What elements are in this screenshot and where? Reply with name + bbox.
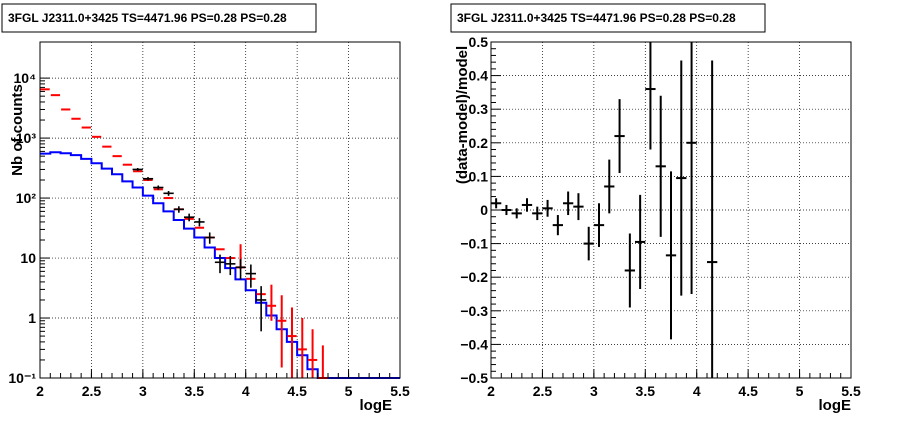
right-x-tick-label: 5.5 <box>841 383 861 399</box>
right-chart-title: 3FGL J2311.0+3425 TS=4471.96 PS=0.28 PS=… <box>457 11 736 25</box>
left-x-tick-label: 4 <box>242 383 250 399</box>
right-y-tick-label: 0.3 <box>469 101 489 117</box>
left-x-axis-label: logE <box>360 397 393 414</box>
right-y-tick-label: 0.4 <box>469 68 489 84</box>
left-y-tick-label: 1 <box>28 310 36 326</box>
right-panel: 3FGL J2311.0+3425 TS=4471.96 PS=0.28 PS=… <box>450 3 861 414</box>
left-x-tick-label: 5.5 <box>390 383 410 399</box>
left-blue-step-line <box>40 151 400 379</box>
right-x-tick-label: 5 <box>796 383 804 399</box>
right-y-tick-label: −0.3 <box>460 303 488 319</box>
left-grid <box>40 42 400 378</box>
right-x-tick-label: 3 <box>590 383 598 399</box>
left-plot-frame <box>39 41 401 379</box>
left-blue-series <box>40 151 400 379</box>
right-y-tick-label: −0.5 <box>460 370 488 386</box>
right-x-tick-label: 4 <box>693 383 701 399</box>
left-x-tick-label: 3 <box>139 383 147 399</box>
left-y-tick-label: 10³ <box>16 130 37 146</box>
left-y-tick-label: 10⁻¹ <box>8 370 36 386</box>
left-y-tick-label: 10² <box>16 190 37 206</box>
left-y-axis-label: Nb of counts <box>9 84 26 176</box>
right-y-tick-label: 0.1 <box>469 168 489 184</box>
right-y-axis-label: (data-model)/model <box>454 46 471 184</box>
right-y-tick-label: 0.2 <box>469 135 489 151</box>
right-axes: 2 2.5 3 3.5 4 4.5 5 5.5 −0.5 −0.4 −0.3 −0.2 −0.1 0 0.1… <box>460 34 861 399</box>
left-title-box <box>1 3 317 33</box>
left-x-tick-label: 3.5 <box>185 383 205 399</box>
right-title-box <box>450 3 766 33</box>
right-x-tick-label: 3.5 <box>636 383 656 399</box>
left-x-tick-label: 4.5 <box>287 383 307 399</box>
right-residual-series <box>491 42 718 378</box>
left-red-series <box>40 88 328 379</box>
left-data-series <box>132 168 267 332</box>
left-y-tick-label: 10 <box>20 250 36 266</box>
left-chart-title: 3FGL J2311.0+3425 TS=4471.96 PS=0.28 PS=… <box>8 11 287 25</box>
right-x-tick-label: 2 <box>487 383 495 399</box>
right-y-tick-label: −0.2 <box>460 269 488 285</box>
right-y-tick-label: 0 <box>480 202 488 218</box>
right-y-tick-label: −0.1 <box>460 236 488 252</box>
left-y-tick-label: 10⁴ <box>14 70 37 86</box>
right-x-tick-label: 4.5 <box>738 383 758 399</box>
left-x-tick-label: 2.5 <box>82 383 102 399</box>
right-x-axis-label: logE <box>819 397 852 414</box>
right-x-tick-label: 2.5 <box>533 383 553 399</box>
right-y-tick-label: 0.5 <box>469 34 489 50</box>
left-x-tick-label: 5 <box>345 383 353 399</box>
left-panel: 3FGL J2311.0+3425 TS=4471.96 PS=0.28 PS=… <box>1 3 410 414</box>
left-x-tick-label: 2 <box>36 383 44 399</box>
left-axes: 2 2.5 3 3.5 4 4.5 5 5.5 10⁻¹ 1 10 10² 10³ 10⁴ <box>8 70 410 399</box>
right-y-tick-label: −0.4 <box>460 336 488 352</box>
